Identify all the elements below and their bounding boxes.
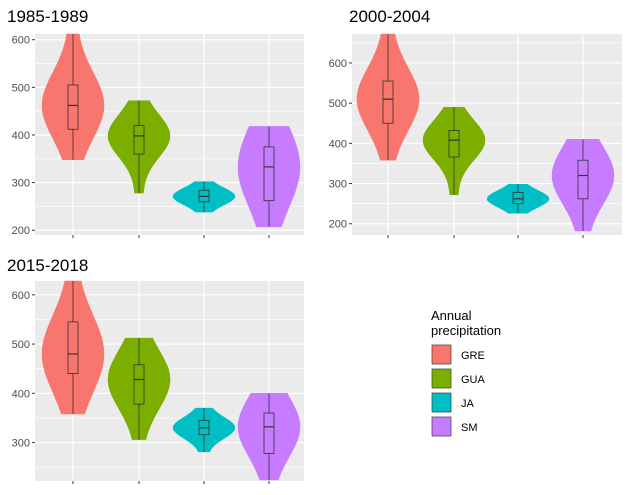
legend-key-gua [431,368,452,389]
legend-label-gua: GUA [461,374,486,386]
y-tick-label: 500 [12,82,30,94]
violins [41,280,301,481]
y-tick-label: 300 [329,179,347,191]
y-tick-label: 500 [12,339,30,351]
y-tick-label: 600 [329,58,347,70]
box-gua [133,125,145,155]
y-tick-label: 400 [12,130,30,142]
legend-key-ja [431,392,452,413]
box-sm [263,146,275,202]
box-gre [382,80,394,124]
panel-title: 1985-1989 [7,7,88,26]
legend-label-sm: SM [461,422,478,434]
box-gre [67,321,79,375]
legend: Annual precipitation GRE GUA JA SM [431,308,501,437]
violins [356,33,615,232]
y-tick-label: 300 [12,178,30,190]
axes: 200 300 400 500 600 [12,35,270,238]
panel-title: 2015-2018 [7,256,88,275]
legend-title-line-1: Annual [431,308,472,323]
panel-title: 2000-2004 [349,7,430,26]
legend-key-sm [431,416,452,437]
axes: 200 300 400 500 600 [329,58,584,238]
violins [41,33,301,228]
y-tick-label: 600 [12,290,30,302]
panel-2015-2018: 2015-2018 300 400 500 600 [7,256,304,484]
legend-label-gre: GRE [461,350,485,362]
box-gua [133,364,145,405]
y-tick-label: 200 [12,225,30,237]
legend-title-line-2: precipitation [431,323,501,338]
box-sm [577,159,589,200]
legend-key-gre [431,344,452,365]
y-tick-label: 400 [329,138,347,150]
box-gre [67,84,79,130]
axes: 300 400 500 600 [12,290,270,484]
box-gua [448,130,460,158]
box-sm [263,412,275,454]
panel-1985-1989: 1985-1989 200 300 400 500 600 [7,7,304,238]
box-ja [512,191,524,205]
y-tick-label: 300 [12,438,30,450]
legend-items: GRE GUA JA SM [431,344,486,437]
panel-2000-2004: 2000-2004 200 300 400 500 600 [329,7,622,238]
y-tick-label: 200 [329,219,347,231]
legend-label-ja: JA [461,398,475,410]
y-tick-label: 500 [329,98,347,110]
y-tick-label: 400 [12,388,30,400]
y-tick-label: 600 [12,35,30,47]
